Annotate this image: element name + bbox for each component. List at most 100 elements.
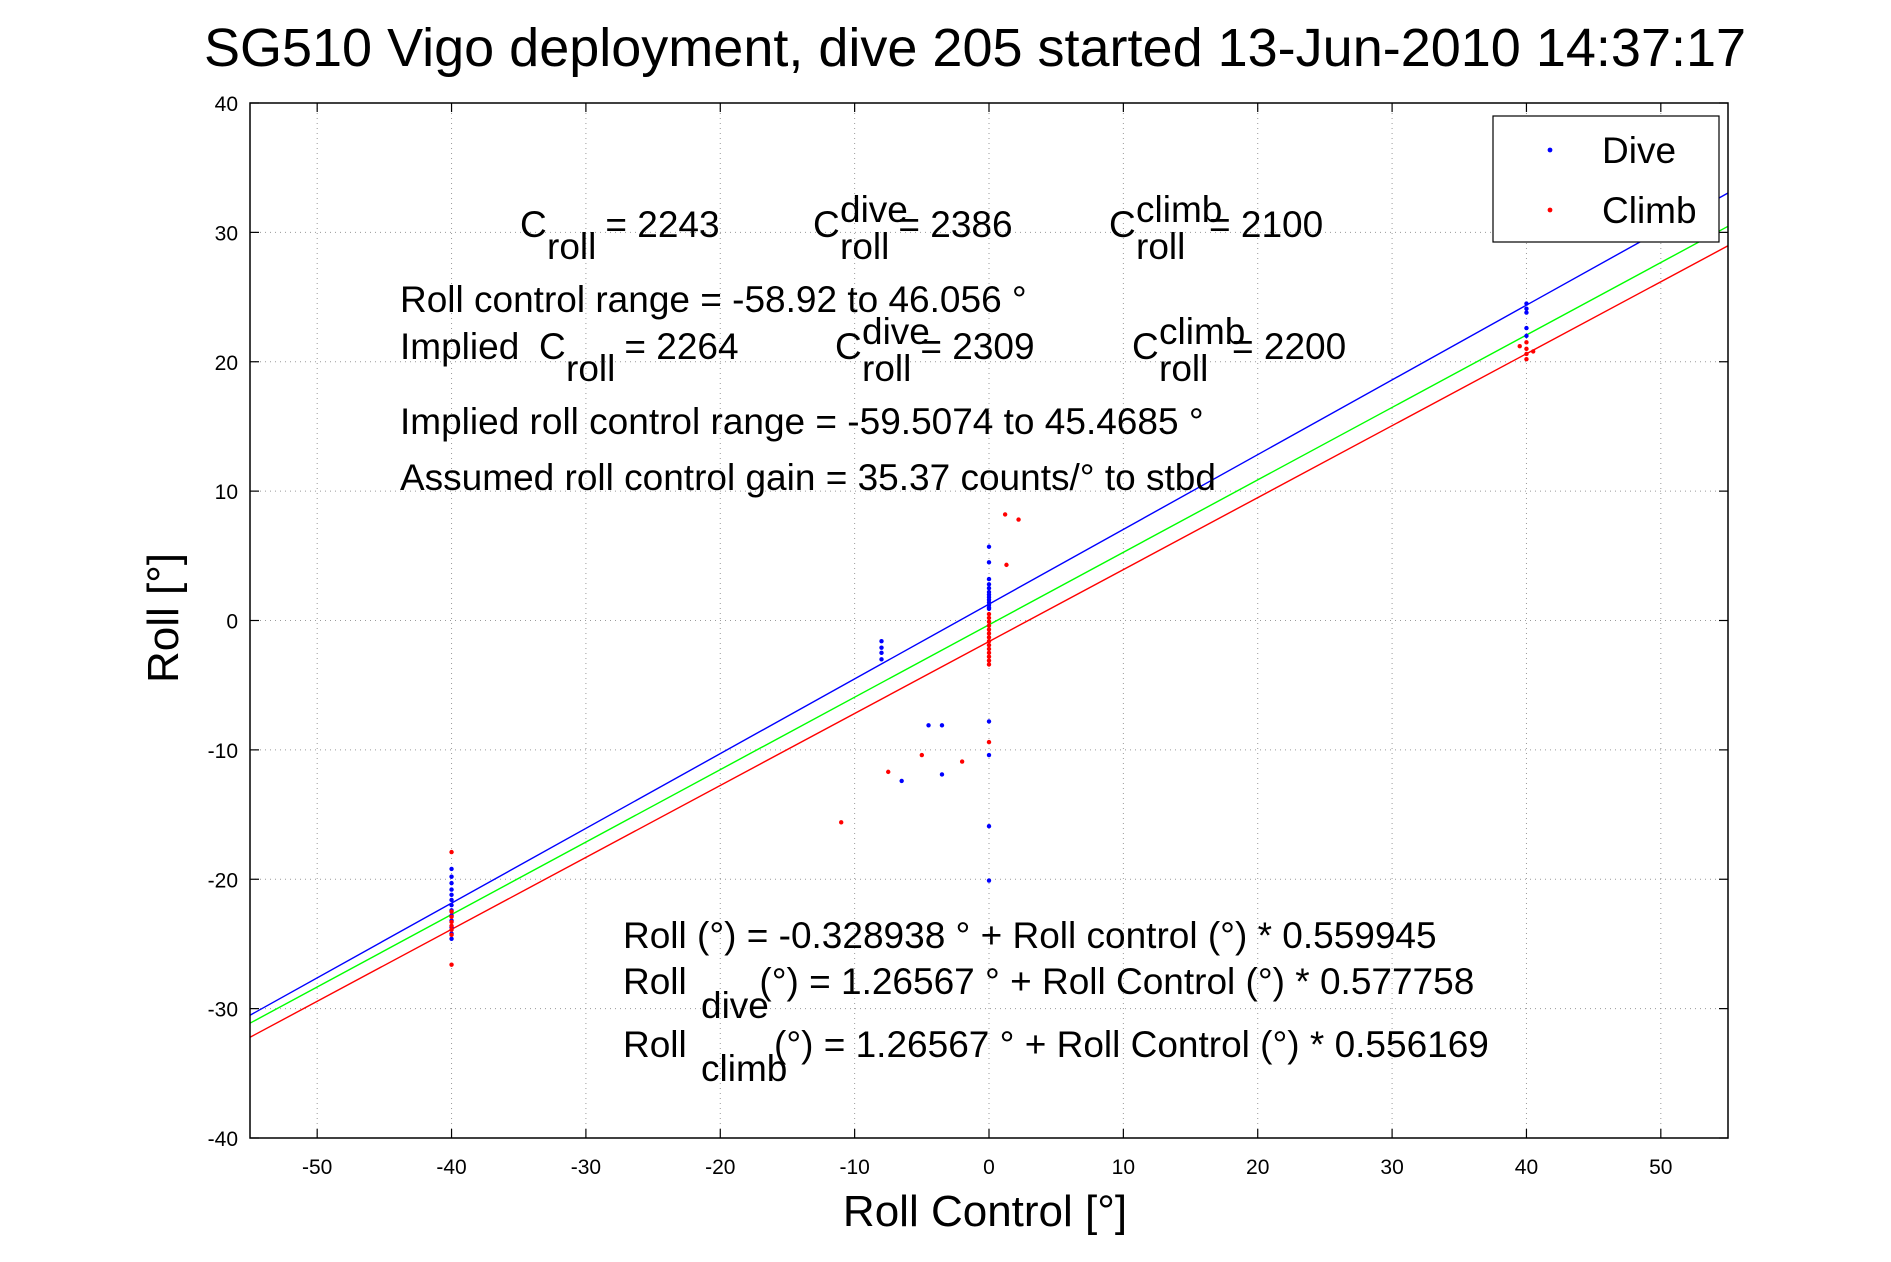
data-point (449, 849, 454, 855)
implied-c-roll-term-main: C (1132, 326, 1159, 367)
grid-lines (250, 102, 1728, 1139)
data-point (986, 619, 992, 624)
x-tick-label: -40 (436, 1156, 466, 1179)
fit-climb-equation-main: Roll (623, 1024, 687, 1065)
x-tick-label: 20 (1246, 1156, 1269, 1179)
data-point (449, 936, 454, 941)
fit-all-equation: Roll (°) = -0.328938 ° + Roll control (°… (623, 915, 1437, 956)
x-axis-label: Roll Control [°] (843, 1187, 1127, 1236)
data-point (1524, 306, 1529, 311)
fit-climb-equation-sub: climb (701, 1048, 787, 1089)
data-point (449, 914, 454, 919)
implied-range-text: Implied roll control range = -59.5074 to… (400, 401, 1204, 442)
data-point (449, 902, 454, 908)
data-point (986, 544, 992, 549)
data-point (449, 923, 454, 929)
chart-title: SG510 Vigo deployment, dive 205 started … (204, 18, 1746, 78)
x-tick-label: 30 (1380, 1156, 1403, 1179)
x-tick-labels: -50 -40 -30 -20 -10 0 10 20 30 40 50 (302, 1156, 1672, 1179)
implied-c-roll-term-sup: climb (1159, 311, 1245, 352)
data-point (986, 878, 992, 883)
data-point (449, 909, 454, 914)
data-point (1524, 325, 1529, 331)
x-tick-label: 0 (983, 1156, 995, 1179)
data-point (879, 657, 884, 662)
data-point (1517, 344, 1522, 349)
y-tick-label: 20 (215, 352, 238, 375)
data-point (986, 560, 992, 565)
y-tick-label: 40 (215, 93, 238, 116)
data-point (939, 723, 945, 728)
legend-label: Climb (1602, 190, 1697, 231)
legend-box (1492, 115, 1720, 243)
fit-climb-equation: Roll climb (°) = 1.26567 ° + Roll Control… (623, 1024, 1489, 1089)
data-point (986, 658, 992, 663)
data-point (1016, 517, 1021, 522)
data-point (1524, 356, 1529, 362)
data-point (986, 752, 992, 758)
fit-dive-equation-main: Roll (623, 961, 687, 1002)
series-climb (449, 340, 1536, 967)
data-point (986, 615, 992, 621)
implied-c-roll-term-sup: dive (862, 311, 930, 352)
data-point (959, 759, 965, 764)
data-point (449, 919, 454, 925)
implied-label: Implied (400, 326, 519, 367)
c-roll-term-main: C (1109, 204, 1136, 245)
data-point (986, 585, 992, 591)
y-tick-labels: -40 -30 -20 -10 0 10 20 30 40 (208, 93, 238, 1151)
data-point (879, 650, 884, 656)
x-tick-label: 40 (1515, 1156, 1538, 1179)
data-point (449, 962, 454, 967)
data-point (1524, 301, 1529, 306)
y-tick-label: -10 (208, 740, 238, 763)
legend-label: Dive (1602, 130, 1676, 171)
y-tick-label: -40 (208, 1128, 238, 1151)
data-point (986, 642, 992, 648)
x-tick-label: 10 (1112, 1156, 1135, 1179)
data-point (1524, 351, 1529, 357)
data-point (1524, 340, 1529, 345)
data-point (449, 874, 454, 879)
data-point (939, 772, 945, 777)
x-tick-label: 50 (1649, 1156, 1672, 1179)
data-point (1524, 333, 1529, 339)
fit-climb-equation-rest: (°) = 1.26567 ° + Roll Control (°) * 0.5… (774, 1024, 1489, 1065)
data-point (986, 623, 992, 628)
c-roll-term-sup: climb (1136, 189, 1222, 230)
fit-dive-equation-rest: (°) = 1.26567 ° + Roll Control (°) * 0.5… (759, 961, 1474, 1002)
data-point (1524, 346, 1529, 352)
c-roll-term-sub: roll (840, 226, 889, 267)
data-point (449, 880, 454, 886)
data-point (986, 631, 992, 636)
c-roll-term-value: = 2386 (898, 204, 1012, 245)
data-point (879, 639, 884, 644)
data-point (986, 611, 992, 617)
roll-control-range-text: Roll control range = -58.92 to 46.056 ° (400, 279, 1027, 320)
fit-dive-equation-sub: dive (701, 985, 769, 1026)
data-point (986, 606, 992, 612)
data-point (986, 646, 992, 652)
data-point (986, 824, 992, 829)
implied-c-roll-term-sub: roll (566, 348, 615, 389)
fit-dive-equation: Roll dive (°) = 1.26567 ° + Roll Control … (623, 961, 1474, 1026)
c-roll-term-main: C (520, 204, 547, 245)
y-tick-label: -30 (208, 999, 238, 1022)
axes-frame (249, 102, 1729, 1139)
y-tick-label: 30 (215, 222, 238, 245)
data-point (1004, 562, 1009, 568)
data-point (899, 778, 904, 784)
data-point (986, 662, 992, 667)
c-roll-term-main: C (813, 204, 840, 245)
data-point (449, 887, 454, 892)
data-point (986, 582, 992, 587)
data-point (986, 639, 992, 644)
data-point (986, 719, 992, 724)
data-point (926, 723, 931, 728)
implied-c-roll-term-value: = 2309 (920, 326, 1034, 367)
